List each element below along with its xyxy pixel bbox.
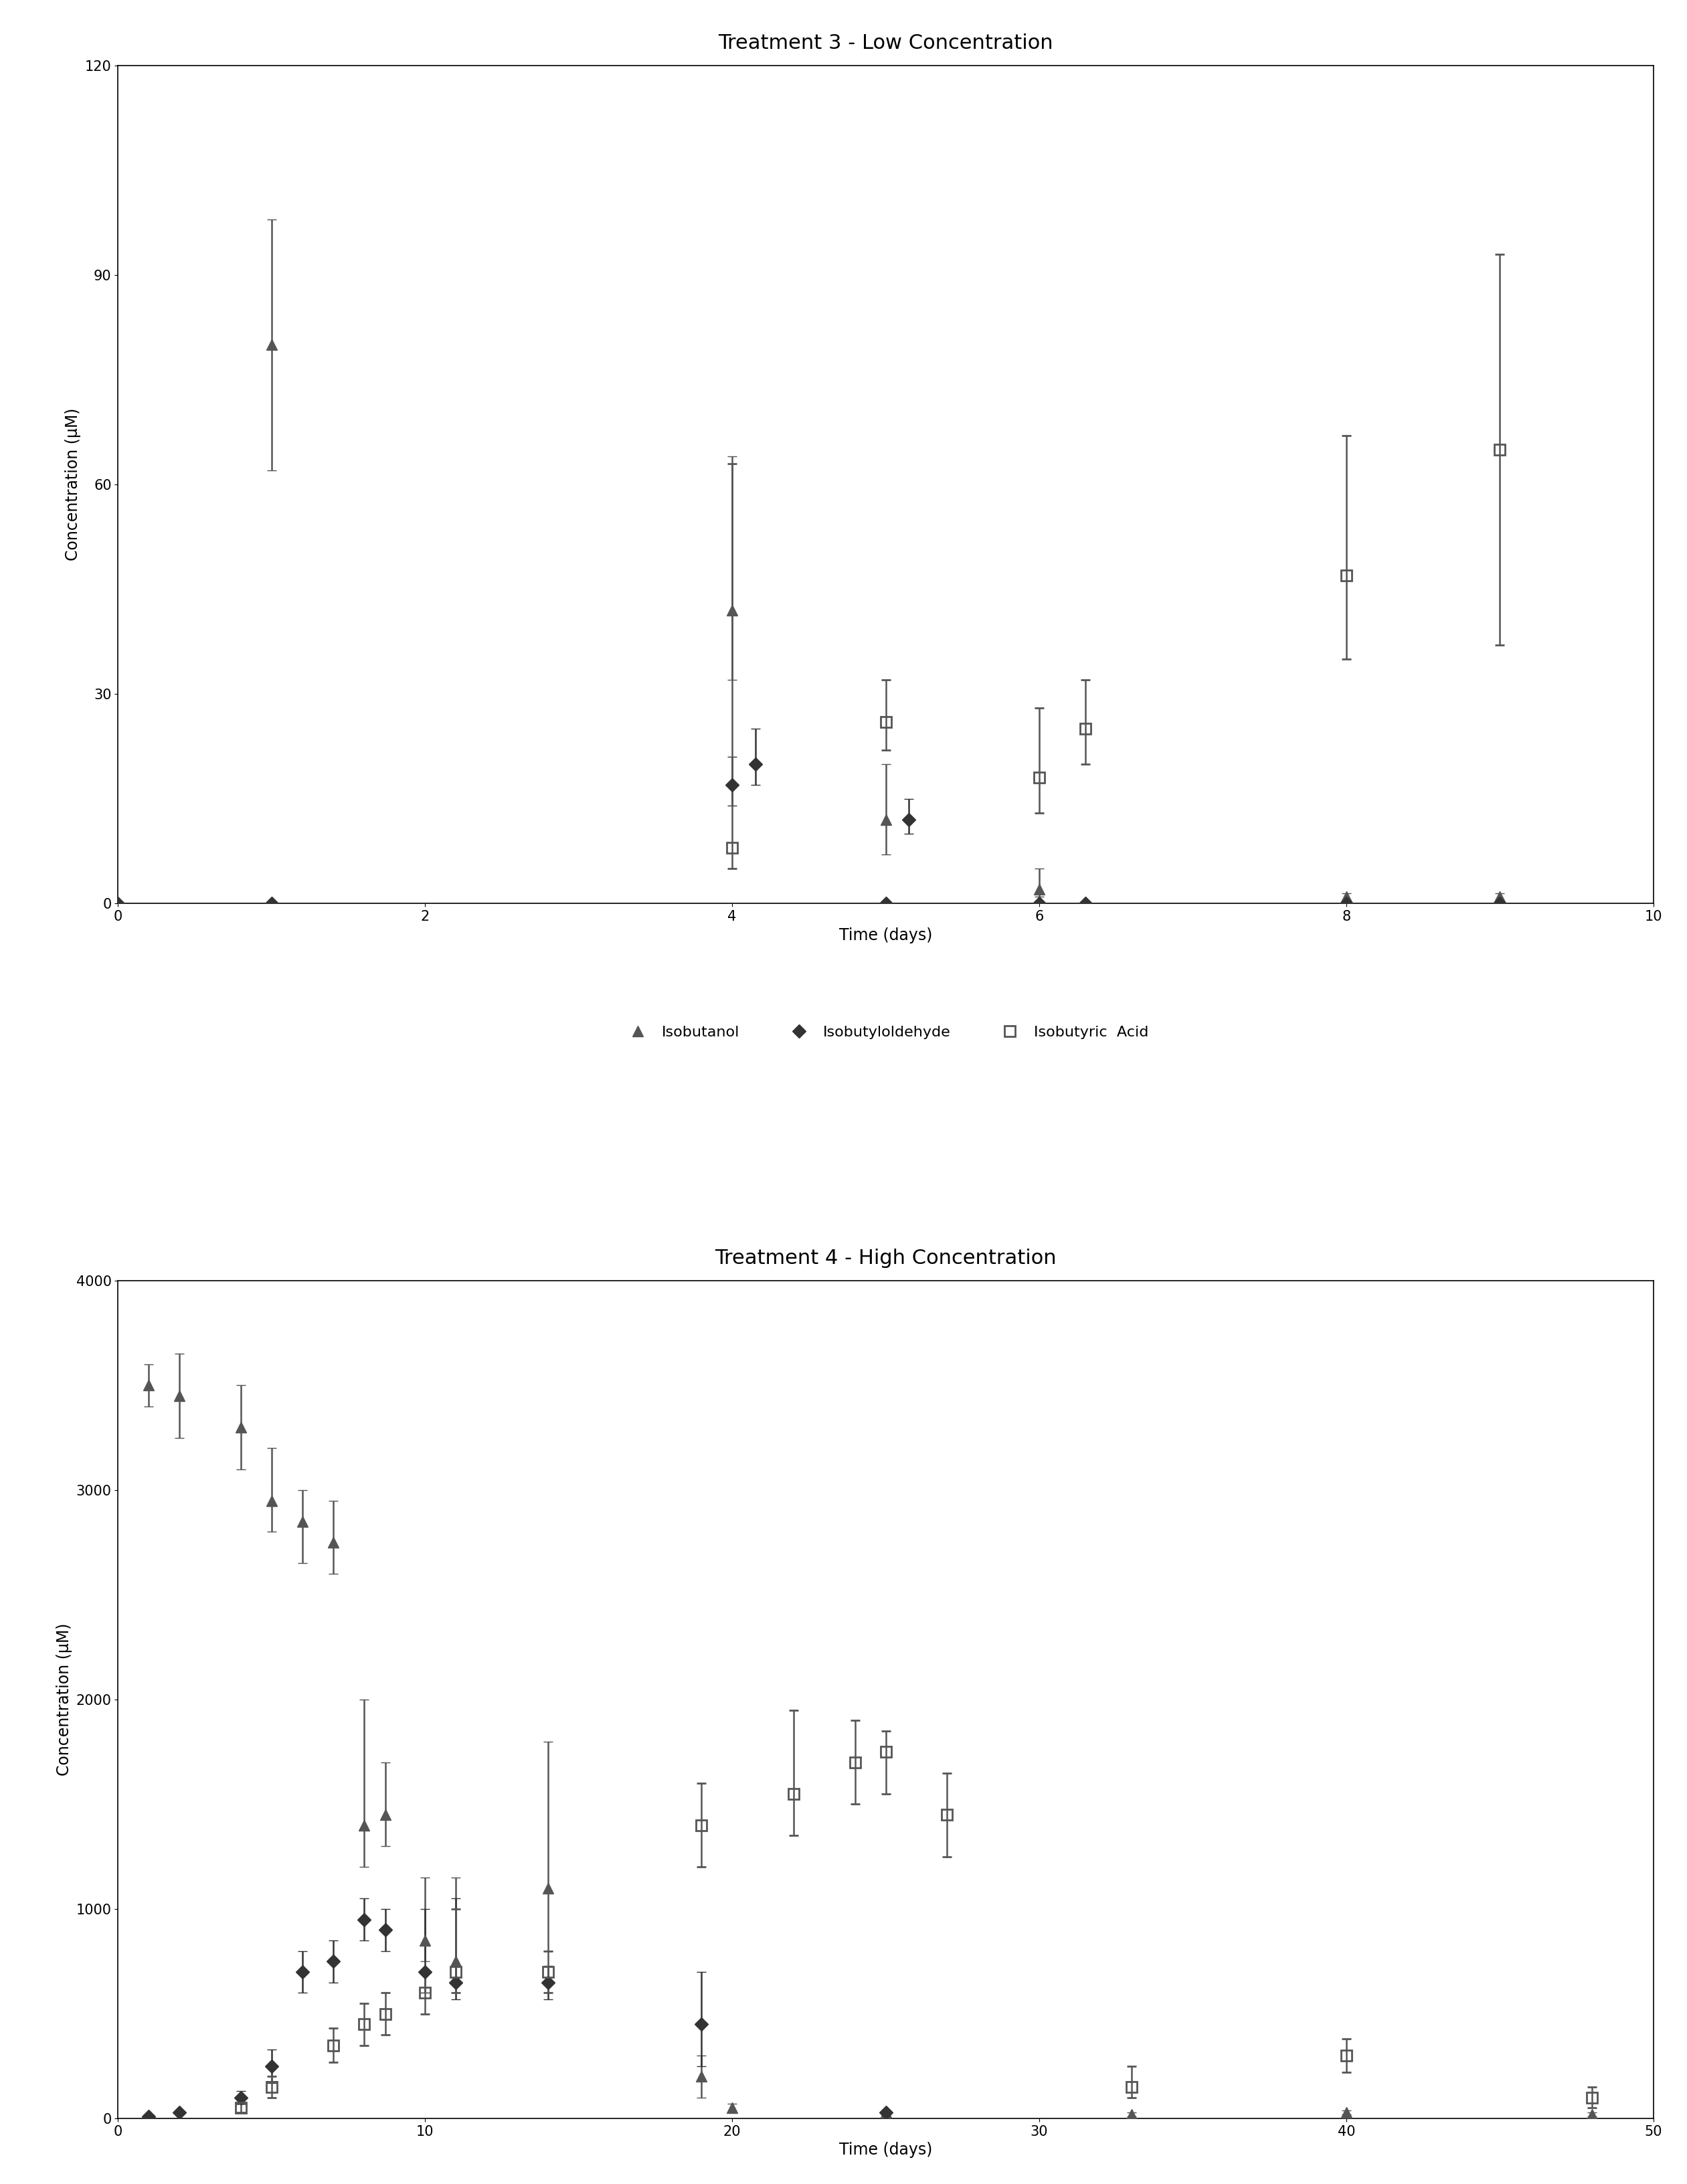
X-axis label: Time (days): Time (days) — [838, 926, 933, 943]
X-axis label: Time (days): Time (days) — [838, 2143, 933, 2158]
Title: Treatment 4 - High Concentration: Treatment 4 - High Concentration — [715, 1249, 1056, 1269]
Y-axis label: Concentration (μM): Concentration (μM) — [56, 1623, 73, 1776]
Legend: Isobutanol, Isobutyloldehyde, Isobutyric  Acid: Isobutanol, Isobutyloldehyde, Isobutyric… — [617, 1020, 1154, 1046]
Title: Treatment 3 - Low Concentration: Treatment 3 - Low Concentration — [719, 33, 1053, 52]
Y-axis label: Concentration (μM): Concentration (μM) — [66, 408, 81, 561]
